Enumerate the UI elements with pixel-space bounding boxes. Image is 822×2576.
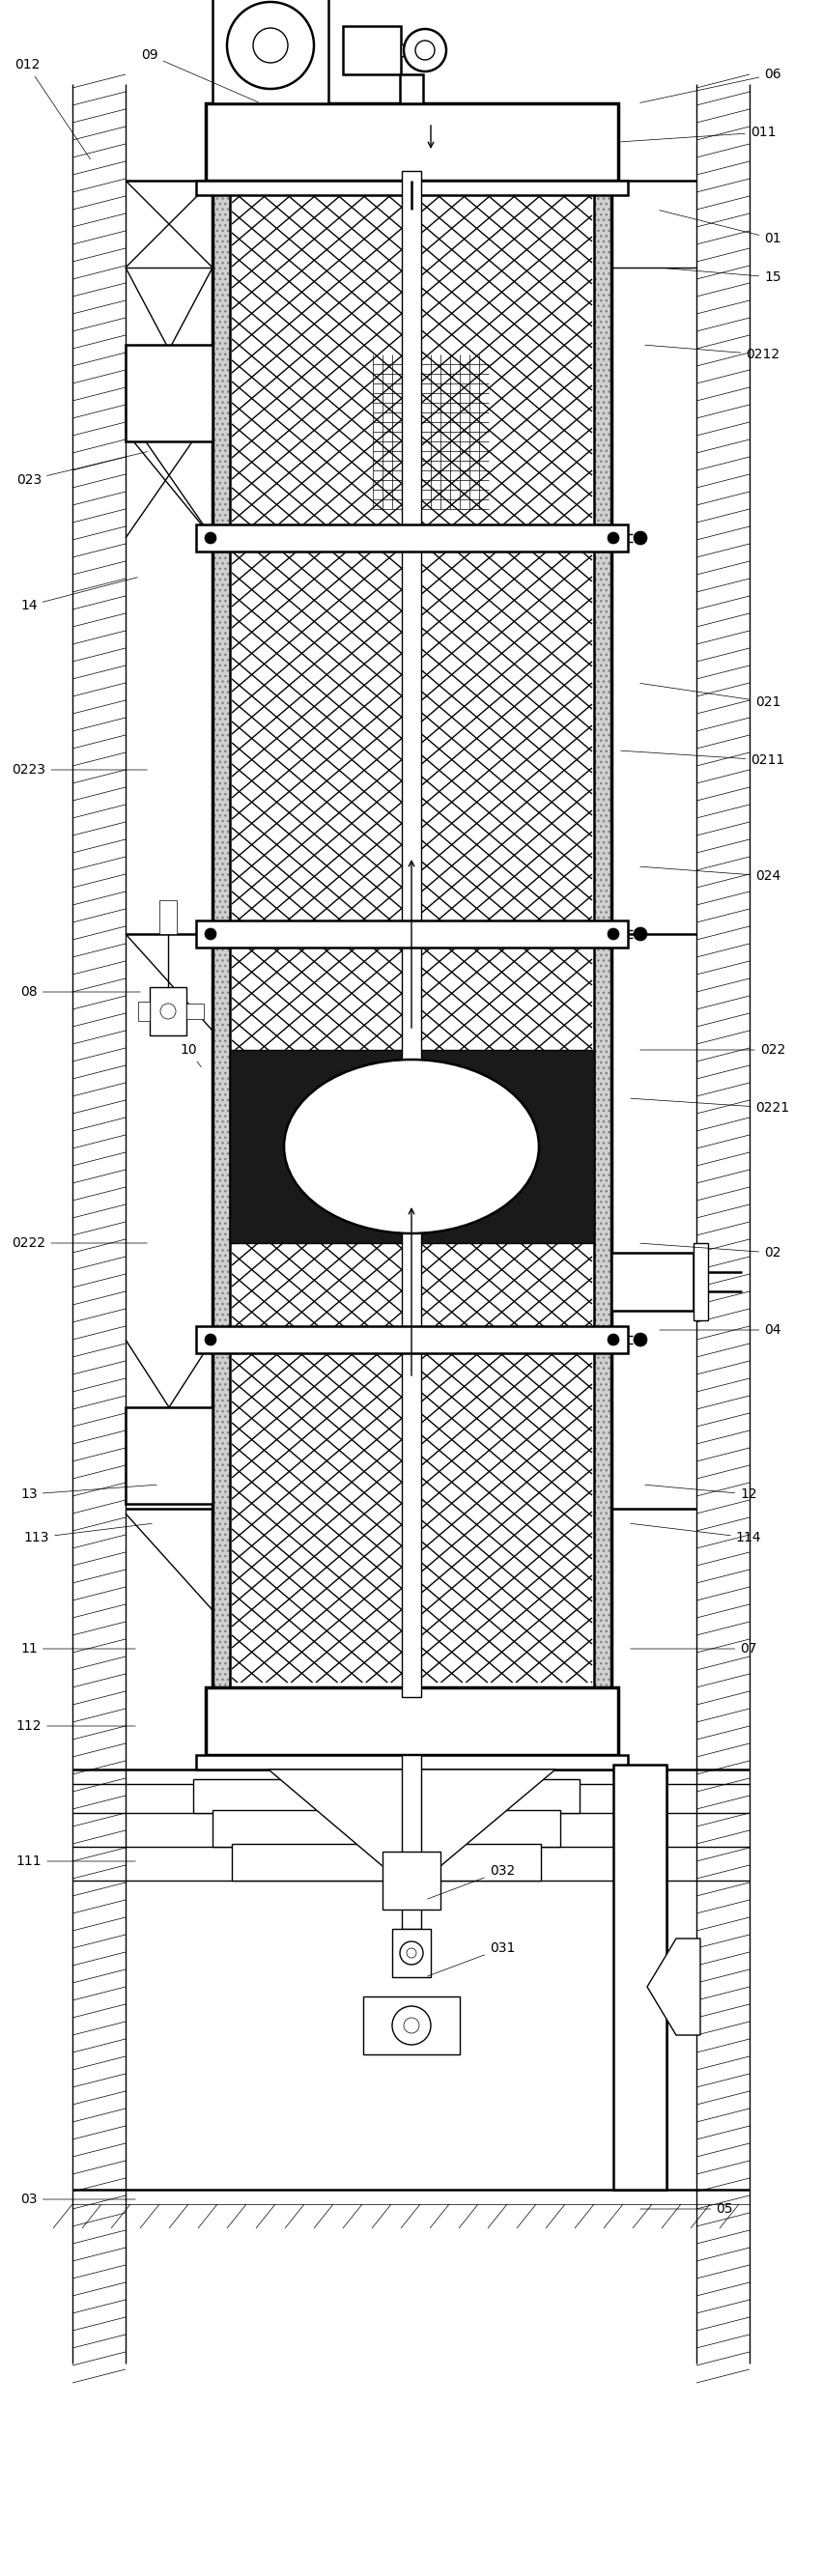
Text: 05: 05: [640, 2202, 733, 2215]
Bar: [196, 526, 628, 551]
Text: 021: 021: [640, 683, 781, 708]
Text: 112: 112: [16, 1718, 136, 1734]
Text: 011: 011: [621, 126, 776, 142]
Bar: [126, 345, 213, 440]
Ellipse shape: [284, 1059, 539, 1234]
Bar: [209, 1690, 346, 1752]
Text: 113: 113: [24, 1522, 152, 1546]
Bar: [613, 1765, 667, 2190]
Circle shape: [407, 1947, 416, 1958]
Text: 02: 02: [640, 1244, 781, 1260]
Circle shape: [205, 927, 216, 940]
Text: 08: 08: [21, 984, 141, 999]
Bar: [402, 1754, 421, 1929]
Bar: [343, 26, 401, 75]
Text: 13: 13: [21, 1484, 157, 1502]
Text: 01: 01: [659, 211, 781, 245]
Text: 012: 012: [14, 57, 90, 160]
Polygon shape: [269, 1770, 556, 1865]
Bar: [209, 106, 346, 178]
Text: 10: 10: [180, 1043, 201, 1066]
Text: 024: 024: [640, 866, 781, 884]
Text: 0211: 0211: [621, 750, 785, 768]
Circle shape: [634, 1332, 647, 1347]
Bar: [126, 1406, 213, 1504]
Text: 032: 032: [427, 1865, 515, 1899]
Circle shape: [227, 3, 314, 88]
Circle shape: [205, 1334, 216, 1345]
Bar: [232, 1844, 541, 1880]
Text: 07: 07: [630, 1641, 757, 1656]
Circle shape: [634, 927, 647, 940]
Bar: [213, 180, 230, 1687]
Text: 022: 022: [640, 1043, 785, 1056]
Circle shape: [205, 533, 216, 544]
Circle shape: [404, 2017, 419, 2032]
Bar: [196, 1327, 628, 1352]
Bar: [399, 75, 423, 103]
Circle shape: [399, 1942, 423, 1965]
Circle shape: [392, 2007, 431, 2045]
Bar: [402, 170, 421, 1698]
Text: 023: 023: [16, 451, 147, 487]
Circle shape: [253, 28, 288, 62]
Text: 0223: 0223: [12, 762, 147, 775]
Polygon shape: [647, 1940, 700, 2035]
Circle shape: [415, 41, 435, 59]
Bar: [213, 1811, 561, 1847]
Text: 114: 114: [630, 1522, 761, 1546]
Bar: [401, 44, 425, 57]
Bar: [694, 1244, 708, 1321]
Text: 12: 12: [645, 1484, 757, 1502]
Text: 111: 111: [16, 1855, 136, 1868]
Bar: [206, 103, 618, 180]
Circle shape: [160, 1005, 176, 1020]
Text: 15: 15: [659, 268, 781, 283]
Text: 0221: 0221: [630, 1097, 790, 1115]
Bar: [612, 1252, 694, 1311]
Bar: [187, 1005, 204, 1020]
Text: 0212: 0212: [645, 345, 780, 361]
Text: 04: 04: [659, 1324, 781, 1337]
Bar: [196, 1754, 628, 1770]
Circle shape: [607, 533, 619, 544]
Bar: [478, 1690, 616, 1752]
Text: 09: 09: [141, 49, 258, 103]
Text: 031: 031: [427, 1942, 515, 1976]
Bar: [213, 0, 329, 103]
Text: 11: 11: [21, 1641, 136, 1656]
Bar: [159, 899, 177, 935]
Bar: [193, 1780, 580, 1814]
Text: 0222: 0222: [12, 1236, 147, 1249]
Bar: [594, 180, 612, 1687]
Circle shape: [404, 28, 446, 72]
Circle shape: [634, 531, 647, 544]
Text: 03: 03: [21, 2192, 136, 2205]
Bar: [478, 106, 616, 178]
Bar: [196, 920, 628, 948]
Bar: [206, 1687, 618, 1754]
Text: 06: 06: [640, 67, 781, 103]
Text: 14: 14: [21, 577, 137, 613]
Bar: [363, 1996, 459, 2056]
Bar: [230, 1051, 594, 1244]
Circle shape: [607, 927, 619, 940]
Bar: [138, 1002, 150, 1020]
Bar: [382, 1852, 441, 1909]
Bar: [150, 987, 187, 1036]
Circle shape: [607, 1334, 619, 1345]
Bar: [196, 180, 628, 196]
Bar: [392, 1929, 431, 1978]
